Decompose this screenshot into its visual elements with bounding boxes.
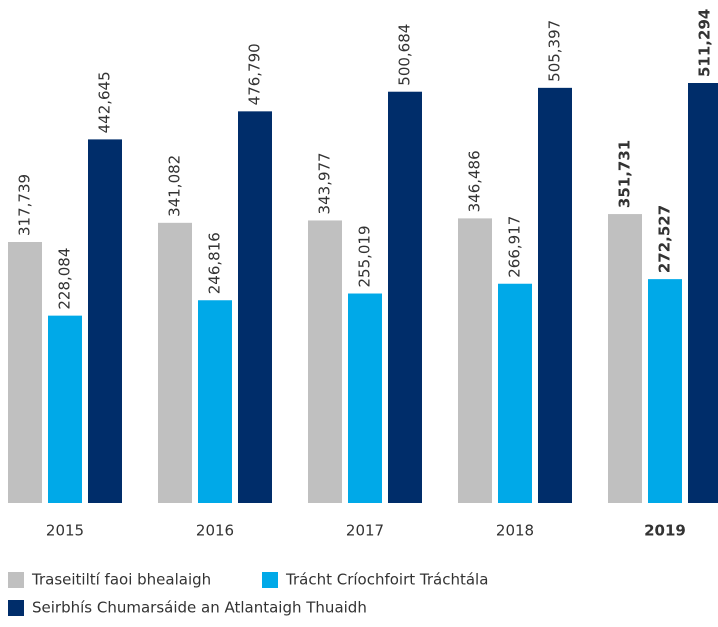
legend-label: Traseitiltí faoi bhealaigh (31, 571, 211, 589)
bar (688, 83, 718, 503)
bar (198, 300, 232, 503)
value-label: 343,977 (316, 152, 334, 214)
legend-swatch (8, 572, 24, 588)
x-tick-label: 2019 (644, 522, 686, 540)
bar (538, 87, 572, 504)
value-label: 317,739 (16, 174, 34, 236)
value-label: 511,294 (696, 9, 714, 77)
value-label: 476,790 (246, 43, 264, 105)
x-tick-label: 2015 (46, 522, 84, 540)
bar (308, 220, 342, 503)
x-tick-label: 2017 (346, 522, 384, 540)
value-label: 351,731 (616, 140, 634, 208)
bar (158, 222, 192, 503)
bar (48, 315, 82, 503)
legend-swatch (262, 572, 278, 588)
value-label: 228,084 (56, 248, 74, 310)
bar (8, 241, 42, 504)
value-label: 272,527 (656, 205, 674, 273)
legend-label: Seirbhís Chumarsáide an Atlantaigh Thuai… (32, 599, 367, 617)
value-label: 346,486 (466, 150, 484, 212)
value-label: 255,019 (356, 225, 374, 287)
value-label: 266,917 (506, 216, 524, 278)
value-label: 341,082 (166, 155, 184, 217)
legend-label: Trácht Críochfoirt Tráchtála (285, 571, 488, 589)
bar (348, 293, 382, 503)
bar (238, 111, 272, 504)
bar (608, 214, 642, 503)
value-label: 500,684 (396, 24, 414, 86)
bar (648, 279, 682, 503)
bar (88, 139, 122, 503)
x-tick-label: 2018 (496, 522, 534, 540)
value-label: 246,816 (206, 232, 224, 294)
bar (498, 283, 532, 503)
bar (458, 218, 492, 503)
value-label: 442,645 (96, 71, 114, 133)
bar (388, 91, 422, 504)
value-label: 505,397 (546, 20, 564, 82)
legend-swatch (8, 600, 24, 616)
x-tick-label: 2016 (196, 522, 234, 540)
